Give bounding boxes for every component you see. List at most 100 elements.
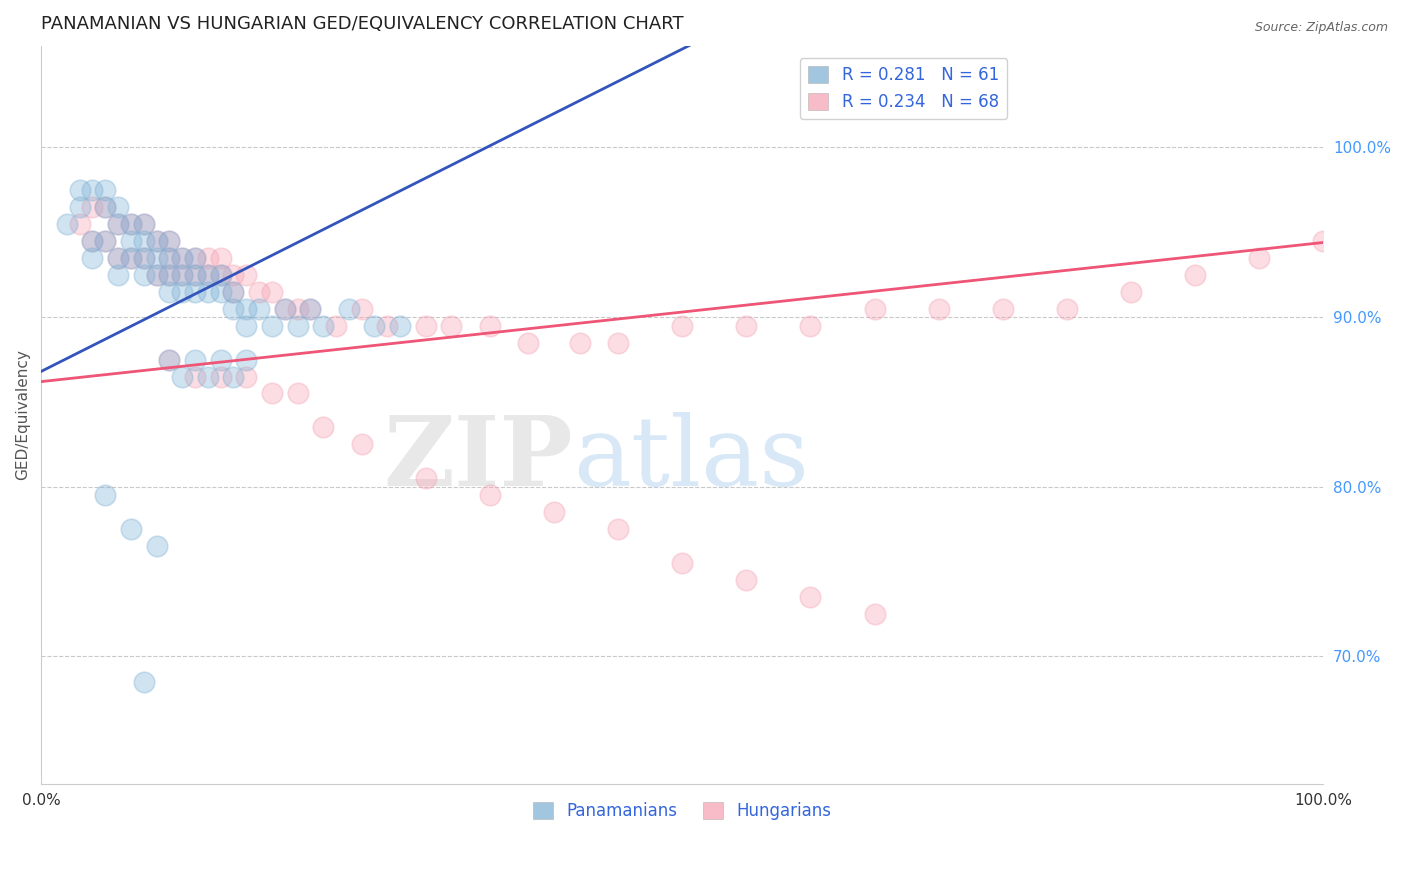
Point — [82, 183, 104, 197]
Point — [222, 301, 245, 316]
Point — [197, 268, 219, 282]
Point — [1249, 251, 1271, 265]
Text: ZIP: ZIP — [384, 412, 574, 506]
Point — [157, 352, 180, 367]
Point — [82, 234, 104, 248]
Point — [197, 285, 219, 299]
Point — [863, 301, 886, 316]
Point — [184, 285, 207, 299]
Point — [132, 268, 155, 282]
Point — [120, 234, 142, 248]
Point — [145, 234, 167, 248]
Point — [132, 674, 155, 689]
Point — [209, 251, 232, 265]
Point — [120, 217, 142, 231]
Point — [82, 251, 104, 265]
Point — [107, 268, 129, 282]
Point — [132, 251, 155, 265]
Point — [478, 318, 501, 333]
Point — [389, 318, 412, 333]
Point — [132, 217, 155, 231]
Point — [235, 352, 257, 367]
Point — [543, 505, 565, 519]
Point — [517, 335, 540, 350]
Point — [274, 301, 297, 316]
Point — [172, 369, 194, 384]
Point — [209, 369, 232, 384]
Point — [350, 301, 373, 316]
Point — [197, 369, 219, 384]
Point — [145, 539, 167, 553]
Point — [1312, 234, 1334, 248]
Point — [94, 183, 117, 197]
Point — [375, 318, 398, 333]
Point — [94, 200, 117, 214]
Point — [94, 488, 117, 502]
Point — [607, 522, 630, 536]
Point — [735, 573, 758, 587]
Point — [274, 301, 297, 316]
Point — [337, 301, 360, 316]
Point — [222, 268, 245, 282]
Point — [157, 251, 180, 265]
Point — [325, 318, 347, 333]
Point — [222, 285, 245, 299]
Point — [120, 217, 142, 231]
Point — [172, 268, 194, 282]
Point — [172, 268, 194, 282]
Point — [1056, 301, 1078, 316]
Point — [478, 488, 501, 502]
Point — [209, 352, 232, 367]
Point — [184, 268, 207, 282]
Point — [82, 200, 104, 214]
Point — [363, 318, 385, 333]
Point — [247, 301, 270, 316]
Point — [928, 301, 950, 316]
Point — [235, 301, 257, 316]
Point — [260, 285, 283, 299]
Point — [287, 318, 309, 333]
Point — [145, 251, 167, 265]
Point — [235, 369, 257, 384]
Point — [184, 369, 207, 384]
Point — [69, 217, 91, 231]
Point — [94, 234, 117, 248]
Point — [107, 217, 129, 231]
Point — [157, 251, 180, 265]
Point — [1119, 285, 1142, 299]
Point — [222, 369, 245, 384]
Point — [145, 234, 167, 248]
Point — [222, 285, 245, 299]
Point — [132, 217, 155, 231]
Point — [197, 251, 219, 265]
Point — [287, 386, 309, 401]
Point — [568, 335, 591, 350]
Point — [671, 556, 693, 570]
Point — [799, 590, 821, 604]
Point — [107, 251, 129, 265]
Point — [197, 268, 219, 282]
Point — [69, 200, 91, 214]
Point — [184, 268, 207, 282]
Point — [209, 268, 232, 282]
Point — [235, 318, 257, 333]
Point — [440, 318, 463, 333]
Point — [235, 268, 257, 282]
Point — [157, 268, 180, 282]
Point — [209, 285, 232, 299]
Point — [69, 183, 91, 197]
Point — [157, 234, 180, 248]
Point — [991, 301, 1014, 316]
Point — [132, 234, 155, 248]
Point — [172, 285, 194, 299]
Point — [415, 471, 437, 485]
Point — [120, 522, 142, 536]
Text: atlas: atlas — [574, 412, 810, 506]
Point — [671, 318, 693, 333]
Point — [145, 268, 167, 282]
Point — [415, 318, 437, 333]
Point — [735, 318, 758, 333]
Point — [184, 251, 207, 265]
Text: PANAMANIAN VS HUNGARIAN GED/EQUIVALENCY CORRELATION CHART: PANAMANIAN VS HUNGARIAN GED/EQUIVALENCY … — [41, 15, 683, 33]
Point — [299, 301, 322, 316]
